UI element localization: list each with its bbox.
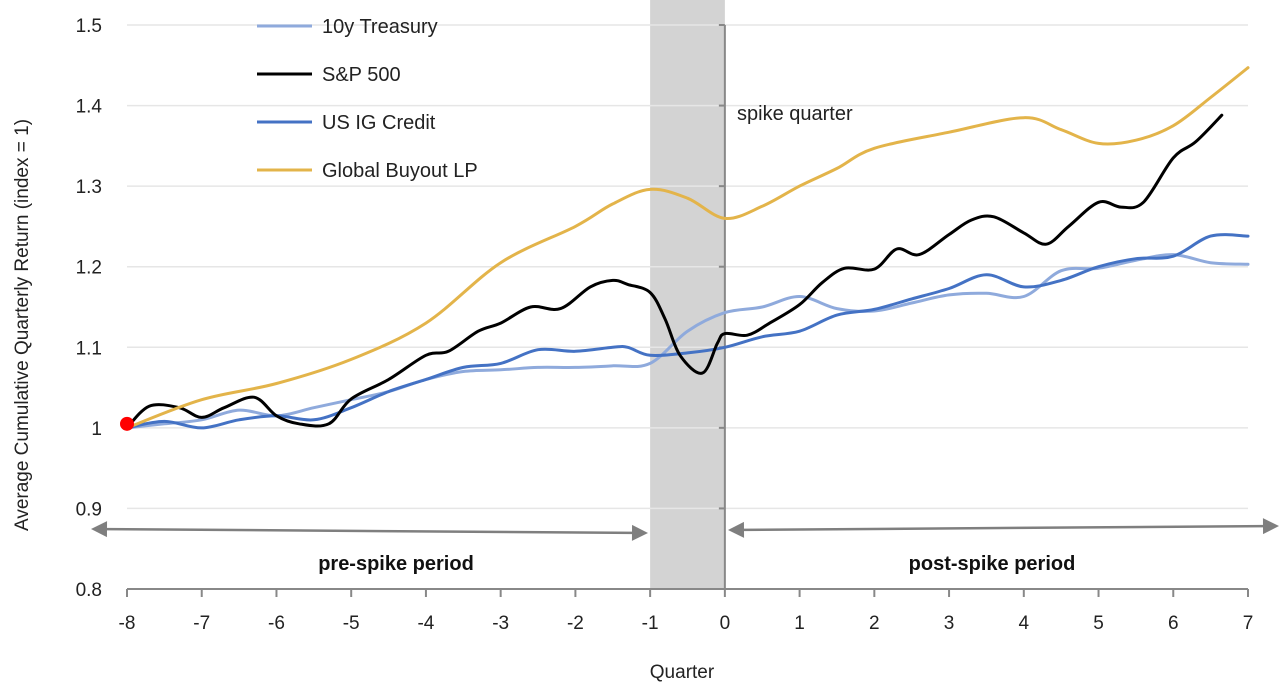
spike-band-layer bbox=[650, 0, 725, 589]
axes: 0.8 0.9 1 1.1 1.2 1.3 1.4 1.5 -8 -7 -6 -5 -4 -3 -2 -1 0 1… bbox=[76, 16, 1254, 634]
x-tick-label: 0 bbox=[720, 613, 731, 634]
x-axis-title: Quarter bbox=[650, 662, 715, 683]
legend-label: S&P 500 bbox=[322, 64, 401, 86]
x-tick-label: 5 bbox=[1093, 613, 1104, 634]
y-tick-label: 1 bbox=[91, 419, 102, 440]
y-axis-title: Average Cumulative Quarterly Return (ind… bbox=[12, 119, 33, 531]
series-line-10y-treasury bbox=[125, 253, 1250, 430]
series-line-sandp-500 bbox=[125, 113, 1224, 430]
pre-spike-arrow bbox=[91, 521, 648, 541]
pre-spike-arrow-head-start bbox=[91, 521, 108, 538]
gridlines bbox=[127, 24, 1248, 510]
legend-label: US IG Credit bbox=[322, 112, 436, 134]
post-spike-label: post-spike period bbox=[909, 553, 1076, 575]
pre-spike-label: pre-spike period bbox=[318, 553, 474, 575]
legend-entry-global-buyout-lp: Global Buyout LP bbox=[257, 160, 478, 182]
x-tick-label: -6 bbox=[268, 613, 285, 634]
x-tick-label: -8 bbox=[119, 613, 136, 634]
legend-entry-sandp-500: S&P 500 bbox=[257, 64, 401, 86]
x-tick-label: 7 bbox=[1243, 613, 1254, 634]
y-tick-label: 0.9 bbox=[76, 499, 102, 520]
y-tick-label: 0.8 bbox=[76, 580, 102, 601]
spike-quarter-band bbox=[650, 0, 725, 589]
markers bbox=[120, 416, 134, 431]
legend-label: Global Buyout LP bbox=[322, 160, 478, 182]
y-tick-label: 1.1 bbox=[76, 338, 102, 359]
annotations: spike quarter pre-spike period post-spike … bbox=[91, 103, 1279, 575]
x-tick-label: 6 bbox=[1168, 613, 1179, 634]
x-tick-label: 3 bbox=[944, 613, 955, 634]
y-tick-label: 1.4 bbox=[76, 97, 103, 118]
post-spike-arrow-shaft bbox=[743, 524, 1264, 532]
y-tick-label: 1.3 bbox=[76, 177, 102, 198]
x-tick-label: -7 bbox=[193, 613, 210, 634]
start-point-marker bbox=[120, 416, 134, 431]
series-lines bbox=[125, 66, 1250, 430]
y-tick-label: 1.2 bbox=[76, 258, 102, 279]
x-tick-label: -2 bbox=[567, 613, 584, 634]
legend-label: 10y Treasury bbox=[322, 16, 438, 38]
legend-entry-us-ig-credit: US IG Credit bbox=[257, 112, 436, 134]
series-line-global-buyout-lp bbox=[125, 66, 1250, 430]
series-line-us-ig-credit bbox=[125, 233, 1250, 430]
x-tick-label: -4 bbox=[417, 613, 434, 634]
pre-spike-arrow-shaft bbox=[106, 527, 633, 535]
x-tick-label: -3 bbox=[492, 613, 509, 634]
post-spike-arrow-head-start bbox=[728, 521, 745, 538]
legend-entry-10y-treasury: 10y Treasury bbox=[257, 16, 438, 38]
y-tick-label: 1.5 bbox=[76, 16, 102, 37]
legend: 10y Treasury S&P 500 US IG Credit Global Bu… bbox=[257, 16, 478, 182]
x-tick-label: 4 bbox=[1019, 613, 1030, 634]
spike-quarter-label: spike quarter bbox=[737, 103, 853, 125]
post-spike-arrow bbox=[728, 518, 1279, 538]
x-tick-label: 1 bbox=[794, 613, 805, 634]
x-tick-label: -1 bbox=[642, 613, 659, 634]
x-tick-label: 2 bbox=[869, 613, 880, 634]
pre-spike-arrow-head-end bbox=[631, 524, 648, 541]
x-tick-label: -5 bbox=[343, 613, 360, 634]
post-spike-arrow-head-end bbox=[1262, 518, 1279, 535]
